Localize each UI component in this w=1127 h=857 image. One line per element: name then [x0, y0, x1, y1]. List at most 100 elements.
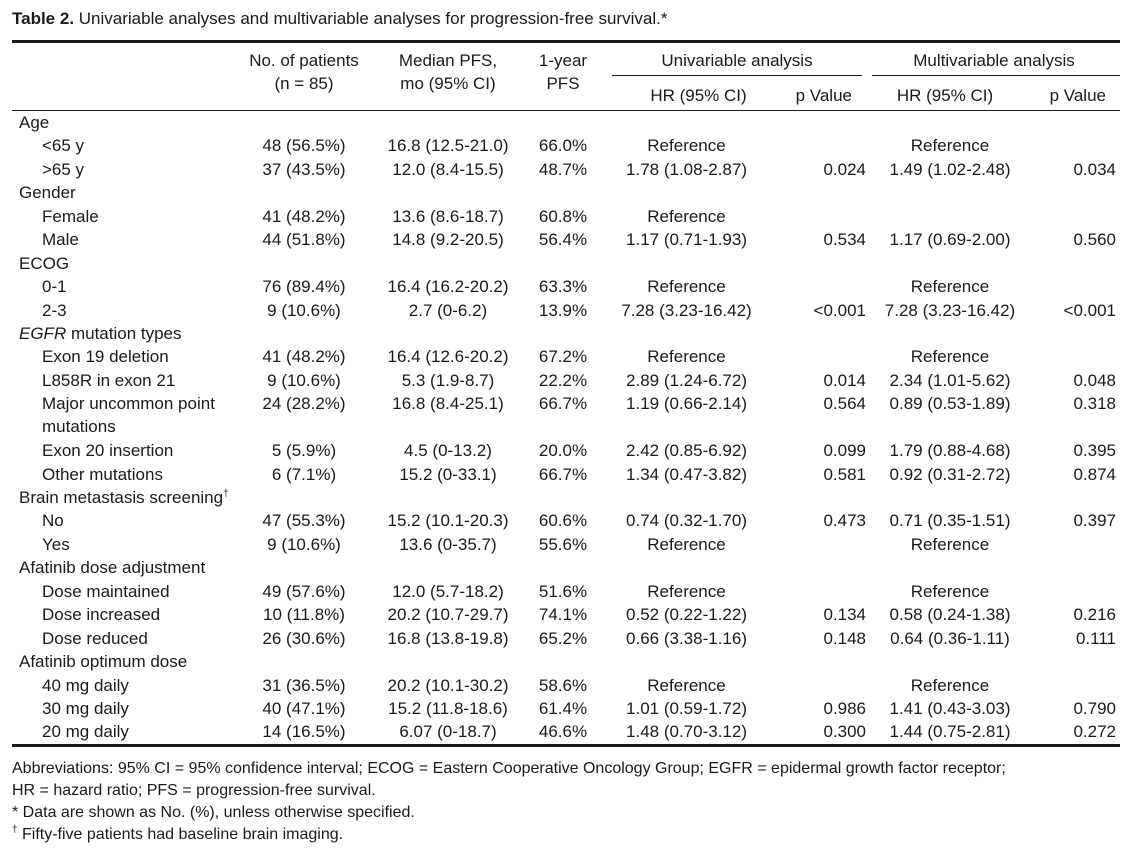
cell-univariable-hr: 1.17 (0.71-1.93): [598, 228, 775, 251]
cell-median-pfs-text: 4.5 (0-13.2): [404, 441, 492, 461]
cell-univariable-hr: 1.01 (0.59-1.72): [598, 697, 775, 720]
header-1year-pfs: 1-year PFS: [528, 49, 598, 95]
cell-univariable-hr-text: 2.42 (0.85-6.92): [626, 441, 747, 461]
cell-multivariable-hr: 0.64 (0.36-1.11): [870, 627, 1030, 650]
cell-1year-pfs: 66.7%: [528, 392, 598, 439]
cell-multivariable-hr-text: 0.64 (0.36-1.11): [890, 628, 1010, 648]
table-row: Exon 19 deletion 41 (48.2%) 16.4 (12.6-20.…: [12, 345, 1120, 368]
cell-univariable-p: 0.300: [775, 720, 870, 743]
row-label-text: L858R in exon 21: [42, 370, 176, 390]
header-median-line2: mo (95% CI): [400, 74, 496, 93]
cell-1year-pfs-text: 65.2%: [538, 628, 588, 648]
table-row: >65 y 37 (43.5%) 12.0 (8.4-15.5) 48.7% 1.78 …: [12, 158, 1120, 181]
cell-multivariable-p: [1030, 674, 1120, 697]
cell-patients-text: 41 (48.2%): [262, 347, 346, 367]
cell-patients-text: 10 (11.8%): [263, 605, 345, 625]
cell-patients: 76 (89.4%): [240, 275, 368, 298]
cell-1year-pfs: 66.0%: [528, 134, 598, 157]
cell-univariable-hr-text: Reference: [647, 206, 726, 226]
table-row: Male 44 (51.8%) 14.8 (9.2-20.5) 56.4% 1.17 (…: [12, 228, 1120, 251]
cell-patients: 24 (28.2%): [240, 392, 368, 439]
footnotes: Abbreviations: 95% CI = 95% confidence i…: [12, 758, 1120, 846]
cell-median-pfs: 16.8 (8.4-25.1): [368, 392, 528, 439]
cell-median-pfs-text: 20.2 (10.7-29.7): [387, 605, 509, 625]
cell-1year-pfs-text: 66.0%: [538, 136, 588, 156]
cell-univariable-p: 0.986: [775, 697, 870, 720]
header-year-line2: PFS: [546, 74, 580, 93]
cell-multivariable-p-text: [1116, 277, 1120, 296]
cell-univariable-hr-text: Reference: [647, 534, 726, 554]
pfs-table-body: Age <65 y 48 (56.5%) 16.8 (12.5-21.0) 66.0% R…: [12, 111, 1120, 744]
cell-multivariable-p-text: [1116, 676, 1120, 695]
dagger-mark: †: [223, 488, 229, 500]
cell-1year-pfs-text: 56.4%: [538, 230, 588, 250]
row-label: Yes: [12, 533, 240, 556]
header-median-pfs: Median PFS, mo (95% CI): [368, 49, 528, 95]
cell-multivariable-hr-text: Reference: [910, 347, 990, 367]
cell-multivariable-p-text: [1116, 582, 1120, 601]
cell-patients: 40 (47.1%): [240, 697, 368, 720]
cell-patients-text: 26 (30.6%): [262, 628, 346, 648]
row-label-text: 30 mg daily: [42, 698, 129, 718]
cell-patients-text: 49 (57.6%): [262, 581, 346, 601]
cell-multivariable-p: <0.001: [1030, 299, 1120, 322]
cell-univariable-p-text: [866, 535, 870, 554]
cell-univariable-hr-text: 2.89 (1.24-6.72): [626, 370, 747, 390]
cell-multivariable-hr: 2.34 (1.01-5.62): [870, 369, 1030, 392]
table-row: Dose reduced 26 (30.6%) 16.8 (13.8-19.8) 65…: [12, 627, 1120, 650]
cell-patients: 10 (11.8%): [240, 603, 368, 626]
header-year-line1: 1-year: [538, 51, 588, 70]
section-label: ECOG: [12, 252, 1120, 275]
cell-patients-text: 31 (36.5%): [262, 675, 346, 695]
cell-multivariable-hr-text: 0.92 (0.31-2.72): [889, 464, 1011, 484]
cell-univariable-p-text: 0.564: [823, 394, 866, 414]
row-label: Major uncommon point mutations: [12, 392, 240, 439]
table-caption-label: Table 2.: [12, 9, 75, 28]
cell-multivariable-p: [1030, 533, 1120, 556]
cell-1year-pfs-text: 66.7%: [538, 394, 588, 414]
cell-univariable-p: 0.564: [775, 392, 870, 439]
cell-multivariable-hr-text: 2.34 (1.01-5.62): [889, 370, 1011, 390]
cell-multivariable-hr: 0.58 (0.24-1.38): [870, 603, 1030, 626]
header-rule: [12, 110, 1120, 111]
table-caption-text: Univariable analyses and multivariable a…: [74, 9, 668, 28]
row-label-text: No: [42, 511, 64, 531]
cell-median-pfs: 6.07 (0-18.7): [368, 720, 528, 743]
cell-1year-pfs-text: 20.0%: [538, 441, 588, 461]
cell-1year-pfs-text: 13.9%: [538, 300, 588, 320]
cell-univariable-hr: 0.52 (0.22-1.22): [598, 603, 775, 626]
section-label-text: ECOG: [19, 253, 70, 273]
cell-multivariable-hr: 1.44 (0.75-2.81): [870, 720, 1030, 743]
cell-multivariable-p-text: [1116, 347, 1120, 366]
cell-multivariable-p-text: 0.272: [1073, 722, 1116, 742]
row-label-text: Other mutations: [42, 464, 163, 484]
table-row: L858R in exon 21 9 (10.6%) 5.3 (1.9-8.7) 22…: [12, 369, 1120, 392]
table-row: Dose maintained 49 (57.6%) 12.0 (5.7-18.2)…: [12, 580, 1120, 603]
row-label: Other mutations: [12, 463, 240, 486]
cell-patients-text: 40 (47.1%): [262, 698, 346, 718]
section-label: Age: [12, 111, 1120, 134]
cell-univariable-hr: Reference: [598, 533, 775, 556]
row-label-text: Exon 20 insertion: [42, 441, 174, 461]
cell-median-pfs-text: 5.3 (1.9-8.7): [401, 370, 495, 390]
row-label-text: Exon 19 deletion: [42, 347, 169, 367]
cell-univariable-p-text: 0.099: [823, 441, 866, 461]
cell-1year-pfs-text: 48.7%: [538, 159, 588, 179]
cell-median-pfs: 2.7 (0-6.2): [368, 299, 528, 322]
cell-multivariable-hr: Reference: [870, 674, 1030, 697]
row-label-text: <65 y: [42, 136, 85, 156]
cell-1year-pfs: 61.4%: [528, 697, 598, 720]
cell-1year-pfs: 66.7%: [528, 463, 598, 486]
cell-median-pfs: 16.8 (13.8-19.8): [368, 627, 528, 650]
cell-univariable-p: [775, 345, 870, 368]
row-label: L858R in exon 21: [12, 369, 240, 392]
cell-univariable-p-text: 0.300: [823, 722, 866, 742]
table-row: Dose increased 10 (11.8%) 20.2 (10.7-29.7)…: [12, 603, 1120, 626]
row-label-text: Yes: [42, 534, 70, 554]
cell-univariable-hr: 1.78 (1.08-2.87): [598, 158, 775, 181]
cell-median-pfs-text: 16.4 (16.2-20.2): [387, 277, 509, 297]
cell-univariable-hr: 2.89 (1.24-6.72): [598, 369, 775, 392]
cell-patients: 6 (7.1%): [240, 463, 368, 486]
cell-1year-pfs: 63.3%: [528, 275, 598, 298]
header-multivariable: Multivariable analysis: [913, 51, 1075, 70]
